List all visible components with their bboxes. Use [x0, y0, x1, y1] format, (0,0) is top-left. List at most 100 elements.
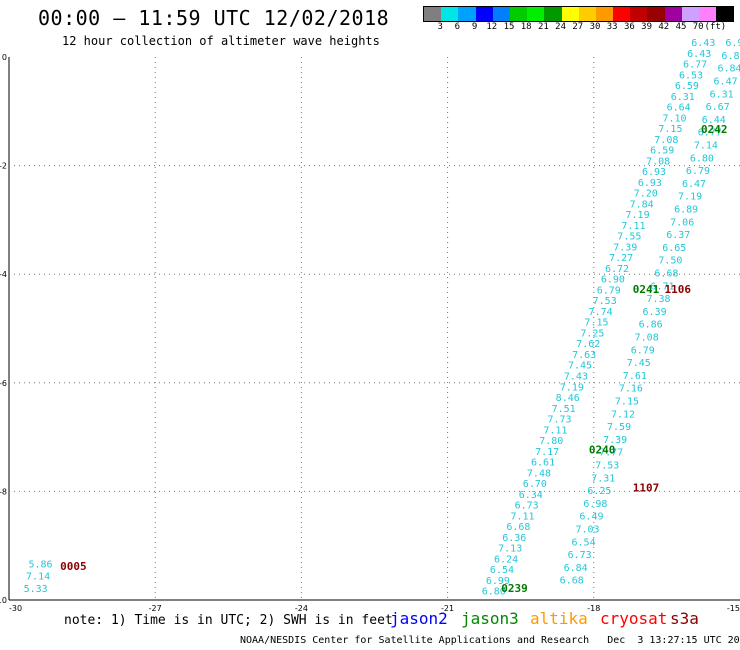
colorbar-tick: 42	[658, 22, 670, 32]
colorbar-swatch	[613, 7, 631, 21]
wave-height-value: 7.16	[619, 384, 643, 395]
wave-height-value: 7.06	[670, 217, 694, 228]
colorbar-swatch	[664, 7, 682, 21]
wave-height-value: 6.80	[690, 153, 714, 164]
wave-height-value: 7.11	[621, 221, 645, 232]
lon-tick-label: -24	[295, 604, 308, 613]
colorbar-tick: 12	[486, 22, 498, 32]
lon-tick-label: -18	[587, 604, 600, 613]
wave-height-value: 6.59	[675, 81, 699, 92]
lat-tick-label: -6	[0, 379, 7, 388]
wave-height-value: 6.34	[519, 490, 543, 501]
wave-height-value: 7.12	[611, 409, 635, 420]
footer-credit: NOAA/NESDIS Center for Satellite Applica…	[240, 635, 740, 646]
wave-height-value: 6.73	[515, 501, 539, 512]
wave-height-value: 6.77	[698, 128, 722, 139]
colorbar-tick: 6	[454, 22, 461, 32]
wave-height-value: 7.15	[658, 124, 682, 135]
pass-time-label: 0005	[60, 560, 87, 573]
wave-height-value: 6.80	[482, 587, 506, 598]
colorbar-tick: 30	[589, 22, 601, 32]
wave-height-value: 7.15	[584, 318, 608, 329]
pass-time-label: 1107	[633, 481, 660, 494]
colorbar-swatch	[492, 7, 510, 21]
colorbar-tick: 33	[606, 22, 618, 32]
lon-tick-label: -27	[149, 604, 162, 613]
wave-height-value: 7.13	[498, 544, 522, 555]
wave-height-value: 7.19	[678, 192, 702, 203]
wave-height-value: 8.46	[556, 393, 580, 404]
legend-cryosat: cryosat	[600, 609, 668, 628]
wave-height-value: 6.71	[650, 281, 674, 292]
lon-tick-label: -30	[9, 604, 22, 613]
pass-time-label: 0242	[701, 123, 728, 136]
colorbar-swatch	[630, 7, 648, 21]
wave-height-value: 7.77	[599, 448, 623, 459]
wave-height-value: 6.61	[531, 458, 555, 469]
colorbar-tick: 21	[537, 22, 549, 32]
note-text: note: 1) Time is in UTC; 2) SWH is in fe…	[64, 613, 393, 628]
pass-time-label: 0241	[633, 283, 660, 296]
legend-jason3: jason3	[461, 609, 519, 628]
colorbar-swatch	[527, 7, 545, 21]
colorbar-swatch	[561, 7, 579, 21]
wave-height-value: 7.45	[568, 361, 592, 372]
wave-height-value: 6.93	[725, 38, 740, 49]
wave-height-value: 7.53	[593, 296, 617, 307]
wave-height-value: 6.24	[494, 554, 518, 565]
colorbar-swatch	[424, 7, 442, 21]
wave-height-value: 7.45	[627, 358, 651, 369]
wave-height-value: 6.79	[686, 166, 710, 177]
wave-height-colorbar	[423, 6, 735, 22]
lon-tick-label: -15	[727, 604, 740, 613]
wave-height-value: 7.73	[547, 415, 571, 426]
wave-height-value: 6.84	[717, 64, 740, 75]
pass-time-label: 0240	[589, 443, 616, 456]
wave-height-value: 7.15	[615, 397, 639, 408]
colorbar-tick-labels: 3 6 9 12 15 18 21 24 27 30 33 36 39 42 45 70 (ft)	[423, 22, 729, 34]
pass-time-label: 1106	[664, 283, 691, 296]
wave-height-value: 6.43	[687, 49, 711, 60]
colorbar-swatch	[595, 7, 614, 21]
wave-height-value: 7.48	[527, 468, 551, 479]
wave-height-value: 5.33	[24, 584, 48, 595]
wave-height-value: 7.25	[580, 328, 604, 339]
colorbar-tick: 24	[555, 22, 567, 32]
pass-time-label: 0239	[501, 582, 528, 595]
colorbar-swatch	[458, 7, 476, 21]
colorbar-swatch	[716, 7, 734, 21]
colorbar-swatch	[441, 7, 459, 21]
wave-height-value: 7.08	[654, 135, 678, 146]
colorbar-swatch	[509, 7, 528, 21]
legend-s3a: s3a	[670, 609, 699, 628]
wave-height-value: 7.51	[552, 404, 576, 415]
colorbar-tick: 9	[471, 22, 478, 32]
wave-height-value: 6.39	[643, 307, 667, 318]
wave-height-value: 7.63	[572, 350, 596, 361]
colorbar-swatch	[544, 7, 562, 21]
wave-height-value: 6.64	[667, 103, 691, 114]
lat-tick-label: 0	[2, 53, 7, 62]
legend-jason2: jason2	[390, 609, 448, 628]
lon-tick-label: -21	[441, 604, 454, 613]
wave-height-value: 7.11	[543, 425, 567, 436]
wave-height-value: 7.08	[635, 333, 659, 344]
wave-height-value: 6.88	[721, 51, 740, 62]
colorbar-tick: 36	[623, 22, 635, 32]
wave-height-value: 7.14	[694, 141, 718, 152]
wave-height-value: 7.19	[560, 382, 584, 393]
wave-height-value: 6.36	[502, 533, 526, 544]
lat-tick-label: -2	[0, 162, 7, 171]
wave-height-value: 6.65	[662, 243, 686, 254]
wave-height-value: 7.59	[607, 422, 631, 433]
lat-tick-label: -4	[0, 270, 7, 279]
wave-height-value: 7.43	[564, 371, 588, 382]
wave-height-value: 6.90	[601, 275, 625, 286]
wave-height-value: 7.03	[575, 525, 599, 536]
legend-altika: altika	[530, 609, 588, 628]
wave-height-value: 6.67	[706, 102, 730, 113]
wave-height-value: 6.77	[683, 60, 707, 71]
wave-height-value: 6.99	[486, 576, 510, 587]
wave-height-value: 7.39	[613, 242, 637, 253]
wave-height-value: 6.49	[579, 512, 603, 523]
